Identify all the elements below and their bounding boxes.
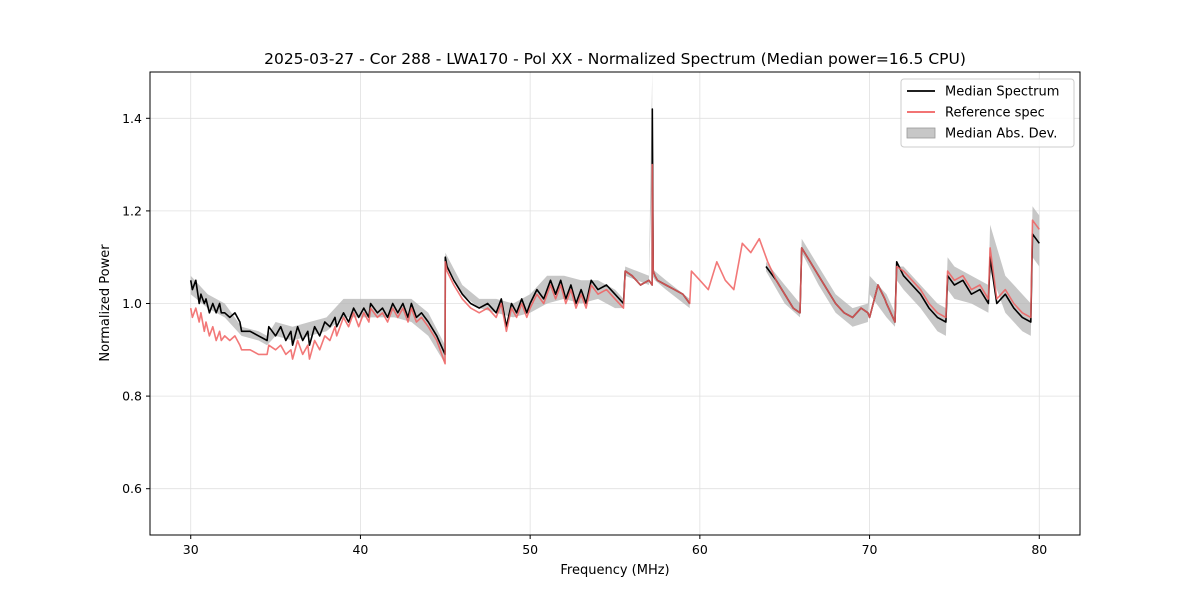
y-axis-ticks: 0.6 0.8 1.0 1.2 1.4 [122, 111, 150, 496]
y-tick-label: 0.6 [122, 481, 142, 496]
legend-label: Reference spec [945, 106, 1045, 121]
y-tick-label: 1.2 [122, 203, 142, 218]
y-tick-label: 1.0 [122, 296, 142, 311]
series-lines-group [189, 108, 1040, 365]
legend-box [900, 78, 1075, 148]
legend-label: Median Abs. Dev. [945, 127, 1057, 142]
x-axis-ticks: 30 40 50 60 70 80 [183, 535, 1047, 557]
legend-swatch-patch [906, 127, 936, 139]
x-axis-label: Frequency (MHz) [560, 563, 669, 578]
y-tick-label: 0.8 [122, 389, 142, 404]
x-tick-label: 50 [522, 542, 538, 557]
legend: Median Spectrum Reference spec Median Abs.… [900, 78, 1075, 148]
reference-spec-line [189, 163, 1040, 365]
legend-label: Median Spectrum [945, 85, 1059, 100]
chart-title: 2025-03-27 - Cor 288 - LWA170 - Pol XX -… [264, 50, 966, 68]
mad-band [190, 72, 690, 364]
x-tick-label: 60 [692, 542, 708, 557]
y-axis-label: Normalized Power [98, 244, 113, 362]
x-tick-label: 70 [862, 542, 878, 557]
y-tick-label: 1.4 [122, 111, 142, 126]
median-spectrum-line [189, 108, 691, 356]
x-tick-label: 40 [352, 542, 368, 557]
x-tick-label: 80 [1031, 542, 1047, 557]
x-tick-label: 30 [183, 542, 199, 557]
